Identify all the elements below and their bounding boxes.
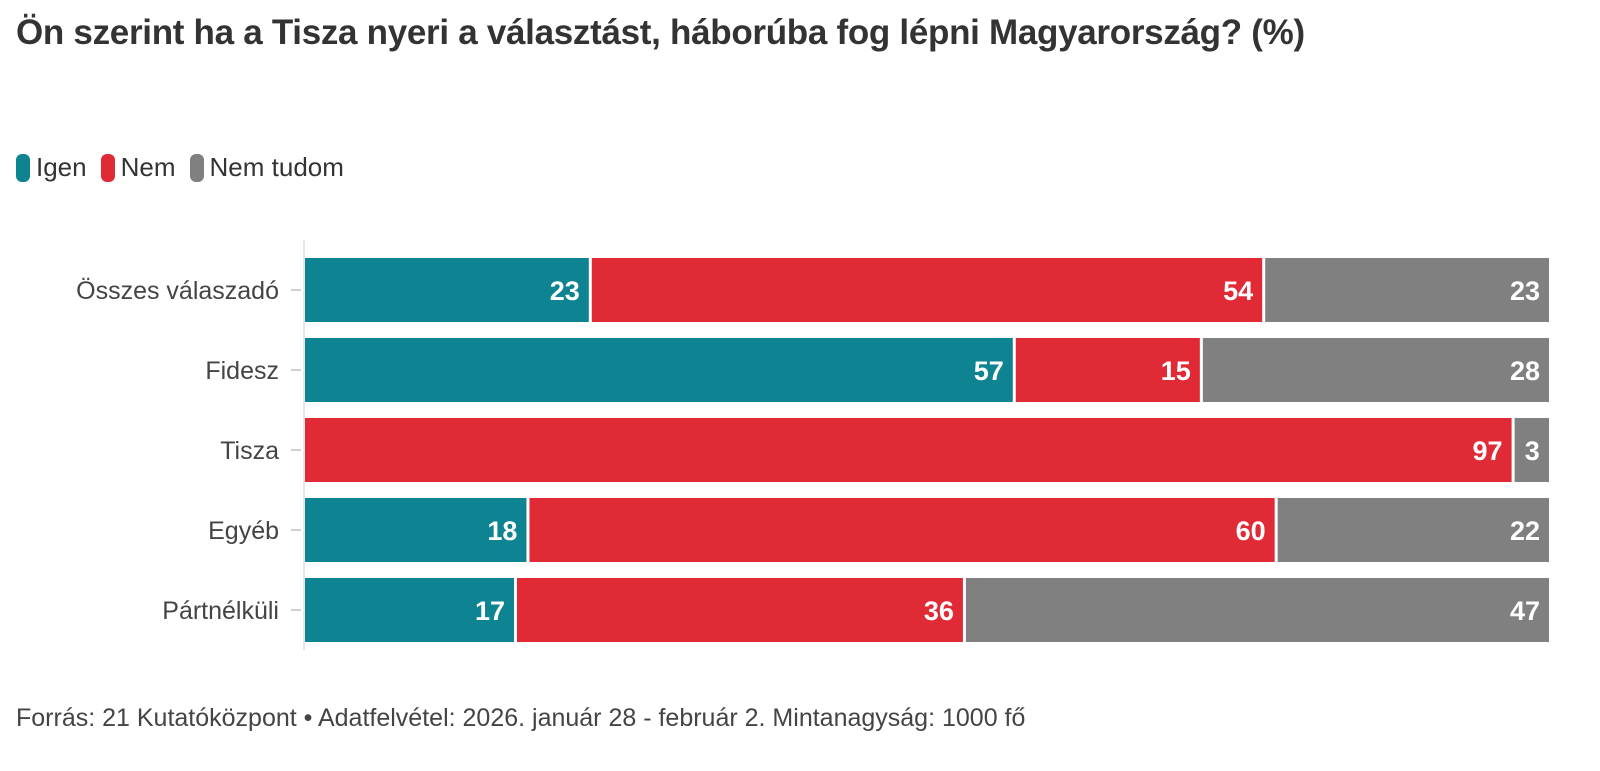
y-tick-label: Fidesz bbox=[205, 357, 279, 385]
legend-swatch-nem-tudom bbox=[189, 153, 204, 182]
y-tick-label: Összes válaszadó bbox=[76, 277, 279, 305]
bar-segment-nem-tudom bbox=[1202, 338, 1549, 402]
legend-swatch-igen bbox=[16, 153, 30, 182]
data-label: 17 bbox=[475, 596, 505, 626]
bar-segment-nem bbox=[516, 578, 963, 642]
data-label: 47 bbox=[1510, 596, 1540, 626]
data-label: 18 bbox=[487, 516, 517, 546]
data-label: 54 bbox=[1223, 276, 1253, 306]
bar-segment-nem bbox=[1015, 338, 1200, 402]
legend-label-nem-tudom: Nem tudom bbox=[209, 152, 344, 182]
bar-segment-nem bbox=[591, 258, 1263, 322]
bar-segment-nem-tudom bbox=[1277, 498, 1549, 562]
data-label: 23 bbox=[550, 276, 580, 306]
legend-label-nem: Nem bbox=[120, 152, 176, 182]
y-tick-label: Tisza bbox=[220, 437, 279, 465]
data-label: 36 bbox=[924, 596, 954, 626]
bar-segment-nem bbox=[529, 498, 1275, 562]
data-label: 23 bbox=[1510, 276, 1540, 306]
bar-segment-igen bbox=[305, 578, 514, 642]
bar-segment-nem-tudom bbox=[1514, 418, 1549, 482]
bar-segment-igen bbox=[305, 338, 1013, 402]
data-label: 15 bbox=[1161, 356, 1191, 386]
data-label: 97 bbox=[1473, 436, 1503, 466]
bar-segment-nem bbox=[305, 418, 1512, 482]
source-note: Forrás: 21 Kutatóközpont • Adatfelvétel:… bbox=[16, 704, 1026, 732]
legend-label-igen: Igen bbox=[36, 152, 87, 182]
data-label: 22 bbox=[1510, 516, 1540, 546]
chart-title: Ön szerint ha a Tisza nyeri a választást… bbox=[16, 13, 1305, 52]
data-label: 3 bbox=[1525, 436, 1540, 466]
legend: Igen Nem Nem tudom bbox=[16, 152, 358, 183]
bar-segment-igen bbox=[305, 498, 527, 562]
data-label: 28 bbox=[1510, 356, 1540, 386]
legend-item-igen: Igen bbox=[16, 152, 87, 183]
bar-segment-igen bbox=[305, 258, 589, 322]
bar-segment-nem-tudom bbox=[1265, 258, 1549, 322]
legend-item-nem-tudom: Nem tudom bbox=[189, 152, 344, 183]
y-tick-label: Egyéb bbox=[208, 517, 279, 545]
data-label: 57 bbox=[974, 356, 1004, 386]
legend-item-nem: Nem bbox=[100, 152, 176, 183]
data-label: 60 bbox=[1236, 516, 1266, 546]
stacked-bar-chart: Összes válaszadó 23 54 23 Fidesz 57 15 28 Tisza 9… bbox=[76, 240, 1549, 650]
legend-swatch-nem bbox=[100, 153, 115, 182]
y-tick-label: Pártnélküli bbox=[162, 597, 279, 625]
bar-segment-nem-tudom bbox=[965, 578, 1549, 642]
